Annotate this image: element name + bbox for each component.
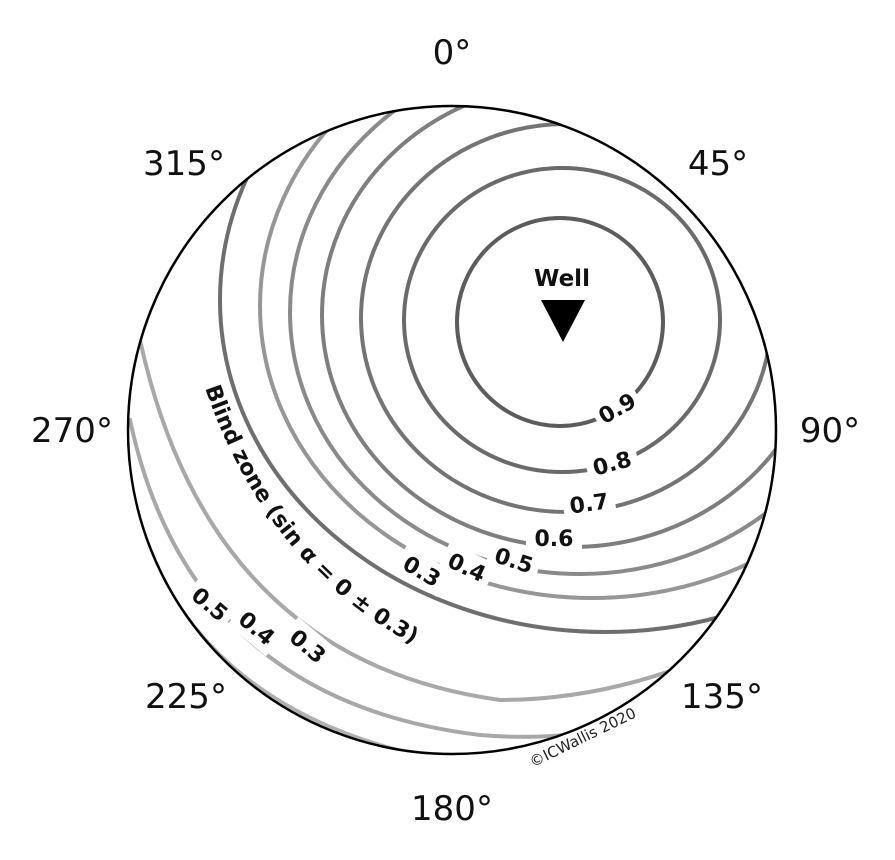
direction-label-0: 0°: [433, 33, 472, 73]
direction-label-90: 90°: [800, 411, 860, 451]
blind-zone-band: [187, 384, 505, 698]
direction-label-225: 225°: [145, 677, 227, 717]
contour-0.5-upper: [288, 106, 776, 576]
inverted-triangle-icon: [541, 300, 585, 342]
direction-label-180: 180°: [411, 789, 493, 829]
well-label: Well: [534, 266, 590, 292]
stereonet-outline: [126, 104, 778, 756]
contour-0.9: [455, 216, 665, 428]
contour-label-backgrounds: [180, 382, 646, 675]
direction-labels: 0° 45° 90° 135° 180° 225° 270° 315°: [31, 33, 860, 829]
contour-0.3-lower: [138, 338, 702, 703]
contour-0.8: [402, 166, 722, 474]
contour-0.3-upper: [218, 106, 776, 634]
direction-label-135: 135°: [681, 677, 763, 717]
direction-label-315: 315°: [143, 144, 225, 184]
contour-label-0.7: 0.7: [568, 489, 610, 519]
contour-0.5-lower: [128, 498, 522, 754]
direction-label-45: 45°: [688, 144, 748, 184]
direction-label-270: 270°: [31, 411, 113, 451]
contour-label-0.6: 0.6: [535, 527, 574, 552]
contour-lines: [128, 106, 776, 754]
contour-0.4-upper: [258, 106, 776, 600]
